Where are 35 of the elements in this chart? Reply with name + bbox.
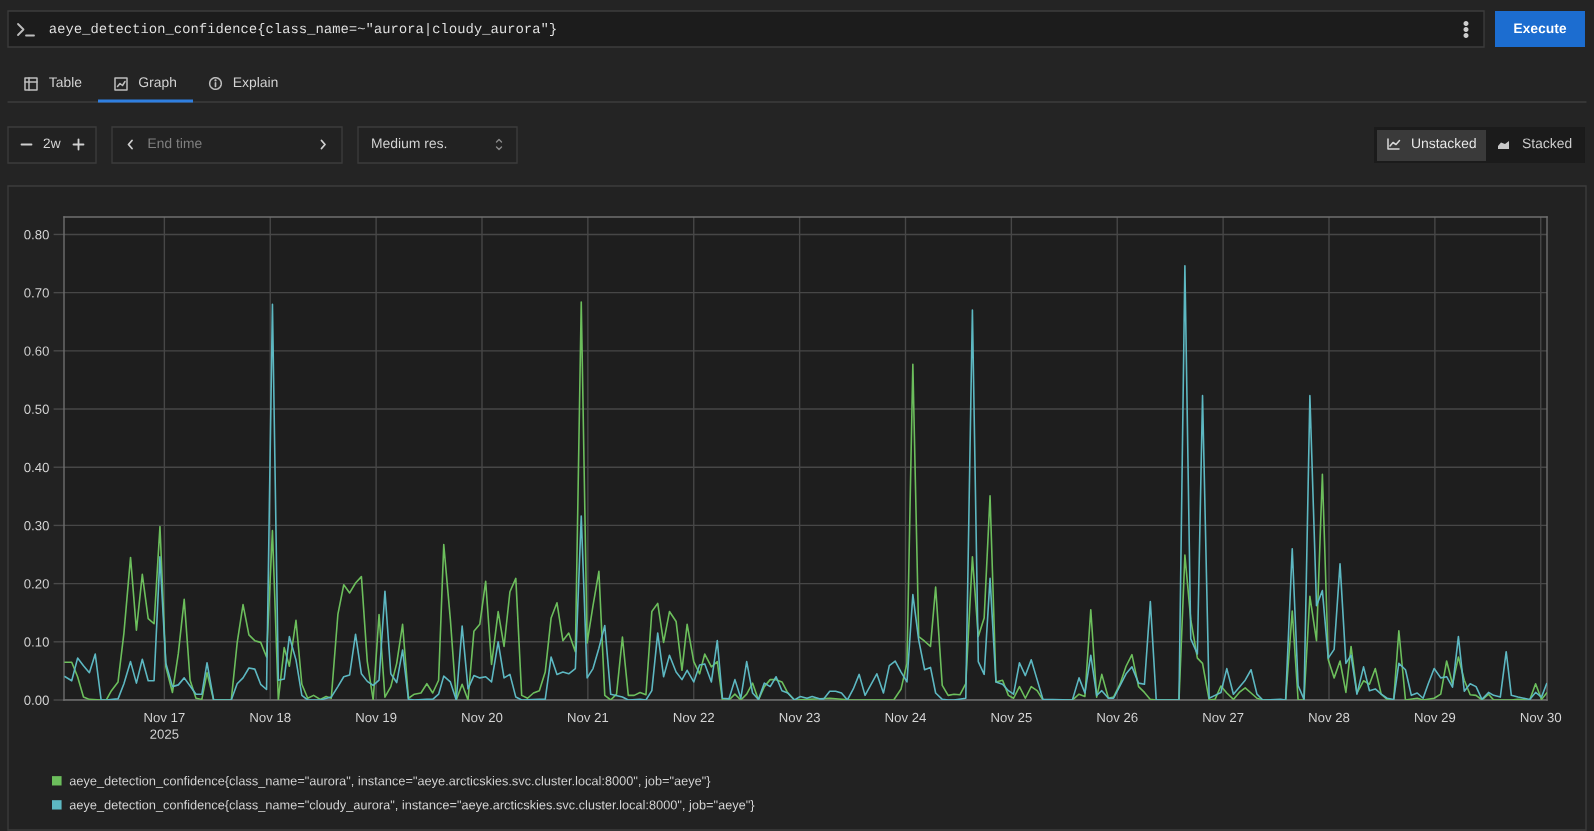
text: Graph xyxy=(139,76,176,90)
x-tick-label: Nov 28 xyxy=(1309,712,1350,723)
text: Table xyxy=(49,76,82,88)
y-tick-label: 0.10 xyxy=(24,637,49,647)
y-tick-label: 0.00 xyxy=(24,695,49,705)
text: Stacked xyxy=(1522,138,1572,149)
x-tick-label: Nov 21 xyxy=(568,712,609,723)
chart-title: aeye_detection_confidence{class_name=~"aurora|cloudy_aurora"} xyxy=(49,23,556,36)
legend-label: aeye_detection_confidence{class_name="aurora", instance="aeye.arcticskies.svc.cluster.local:8000", job="aeye"} xyxy=(69,776,711,788)
legend-label: aeye_detection_confidence{class_name="cloudy_aurora", instance="aeye.arcticskies.svc.cluster.local:8000", job="aeye"} xyxy=(69,800,755,812)
x-tick-label: Nov 25 xyxy=(991,712,1032,723)
x-tick-label: Nov 24 xyxy=(885,712,927,723)
x-tick-label: Nov 18 xyxy=(250,712,291,723)
x-tick-label: Nov 17 2025 xyxy=(144,712,185,739)
x-tick-label: Nov 20 xyxy=(462,712,503,723)
y-tick-label: 0.20 xyxy=(24,579,49,589)
text: Explain xyxy=(233,76,278,90)
text: Unstacked xyxy=(1412,138,1476,149)
y-tick-label: 0.40 xyxy=(24,462,49,473)
x-tick-label: Nov 30 xyxy=(1520,712,1562,723)
x-tick-label: Nov 26 xyxy=(1097,712,1138,723)
x-tick-label: Nov 22 xyxy=(673,712,714,723)
text: Execute xyxy=(1514,23,1567,34)
y-tick-label: 0.60 xyxy=(24,346,49,356)
x-tick-label: Nov 23 xyxy=(779,712,820,723)
text: 2w xyxy=(43,138,61,149)
text: Medium res. xyxy=(372,138,447,149)
text: End time xyxy=(148,138,202,149)
y-tick-label: 0.80 xyxy=(24,230,49,240)
y-tick-label: 0.70 xyxy=(24,288,49,298)
y-tick-label: 0.50 xyxy=(24,404,49,414)
x-tick-label: Nov 29 xyxy=(1415,712,1456,723)
x-tick-label: Nov 27 xyxy=(1203,712,1244,723)
x-tick-label: Nov 19 xyxy=(356,712,397,723)
y-tick-label: 0.30 xyxy=(24,520,49,531)
